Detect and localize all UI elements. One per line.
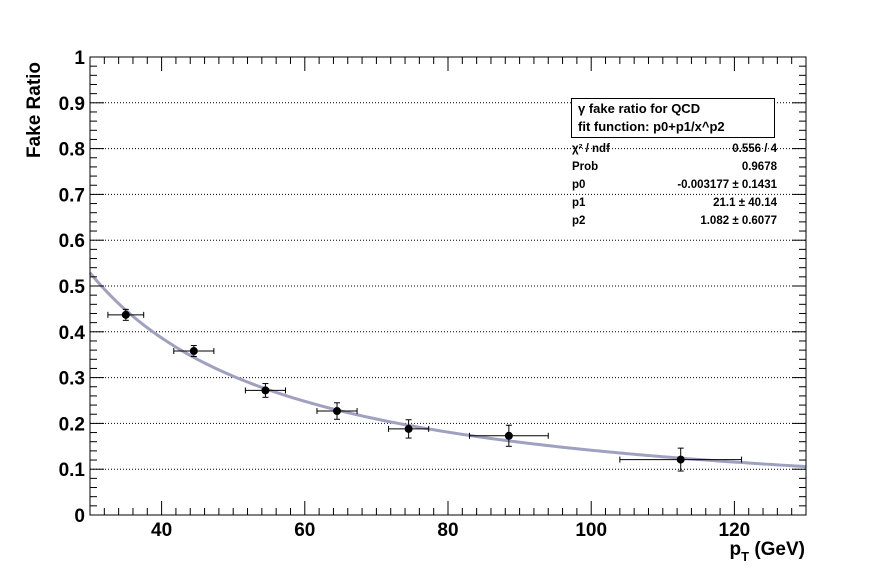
data-point	[619, 447, 743, 472]
stat-row-p2: p2 1.082 ± 0.6077	[571, 215, 777, 233]
y-tick-label: 0.8	[59, 140, 85, 161]
y-tick-label: 0	[74, 506, 85, 527]
y-axis-label: Fake Ratio	[24, 62, 45, 158]
data-point	[388, 419, 430, 439]
y-tick-label: 1	[74, 48, 85, 69]
data-points-layer	[107, 308, 743, 472]
fit-curve-layer	[88, 271, 807, 469]
y-tick-label: 0.2	[59, 414, 85, 435]
fit-statistics-box: χ² / ndf 0.556 / 4 Prob 0.9678 p0 -0.003…	[571, 143, 777, 233]
stat-row-prob: Prob 0.9678	[571, 161, 777, 179]
legend-title: γ fake ratio for QCD	[578, 101, 701, 116]
stat-key: p0	[572, 179, 586, 191]
stat-key: p1	[572, 197, 586, 209]
y-tick-label: 0.7	[59, 185, 85, 206]
x-axis-ticks: 40 60 80 100 120	[89, 57, 807, 541]
x-tick-label: 60	[294, 520, 315, 541]
stat-value: 1.082 ± 0.6077	[700, 215, 777, 227]
stat-row-chi2: χ² / ndf 0.556 / 4	[571, 143, 777, 161]
x-axis-label-main: p	[729, 539, 741, 560]
data-marker	[189, 347, 198, 356]
x-tick-label: 100	[575, 520, 607, 541]
stat-row-p1: p1 21.1 ± 40.14	[571, 197, 777, 215]
data-marker	[504, 431, 513, 440]
data-point	[173, 345, 215, 358]
stat-key: Prob	[572, 161, 599, 173]
legend-fit-function: fit function: p0+p1/x^p2	[578, 119, 725, 134]
data-marker	[121, 310, 130, 319]
data-marker	[333, 407, 342, 416]
stat-value: 0.9678	[741, 161, 777, 173]
data-marker	[261, 386, 270, 395]
x-tick-label: 120	[719, 520, 751, 541]
stat-key: p2	[572, 215, 586, 227]
data-point	[244, 383, 286, 398]
x-axis-label-unit: (GeV)	[749, 539, 805, 560]
y-tick-label: 0.9	[59, 94, 85, 115]
y-axis-ticks: 0 0.1 0.2 0.3 0.4 0.5 0.6 0.7 0.8 0.9 1	[59, 48, 806, 527]
data-point	[107, 308, 145, 321]
stat-value: 0.556 / 4	[732, 143, 777, 155]
x-tick-label: 40	[151, 520, 172, 541]
stat-value: -0.003177 ± 0.1431	[677, 179, 777, 191]
stat-key: χ² / ndf	[572, 143, 610, 155]
stat-row-p0: p0 -0.003177 ± 0.1431	[571, 179, 777, 197]
fit-curve	[88, 271, 807, 469]
y-tick-label: 0.4	[59, 323, 86, 344]
y-tick-label: 0.6	[59, 231, 85, 252]
x-tick-label: 80	[437, 520, 458, 541]
y-tick-label: 0.5	[59, 277, 86, 298]
data-point	[316, 402, 358, 420]
y-tick-label: 0.3	[59, 369, 85, 390]
grid-lines	[90, 102, 806, 470]
y-tick-label: 0.1	[59, 460, 86, 481]
data-marker	[404, 424, 413, 433]
data-point	[468, 424, 549, 447]
x-axis-label: pT (GeV)	[729, 539, 805, 564]
stat-value: 21.1 ± 40.14	[713, 197, 777, 209]
x-axis-label-subscript: T	[741, 549, 749, 564]
legend-box: γ fake ratio for QCD fit function: p0+p1…	[571, 98, 775, 138]
data-marker	[676, 455, 685, 464]
